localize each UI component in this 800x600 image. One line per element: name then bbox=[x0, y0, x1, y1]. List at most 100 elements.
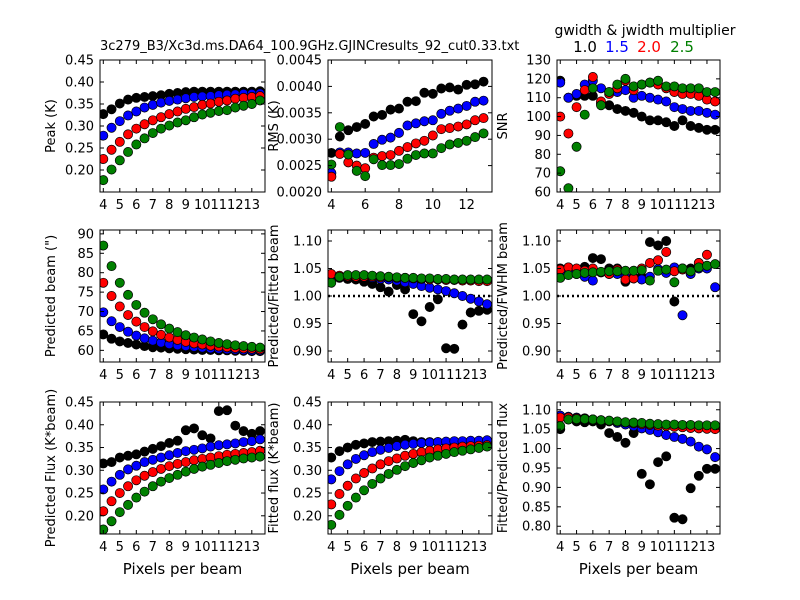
y-tick-label: 0.45 bbox=[65, 396, 94, 411]
y-tick-label: 70 bbox=[534, 167, 551, 182]
x-tick-label: 5 bbox=[572, 198, 580, 213]
data-point bbox=[114, 98, 125, 109]
x-tick-label: 9 bbox=[182, 198, 190, 213]
data-point bbox=[222, 105, 232, 116]
data-point bbox=[482, 299, 492, 310]
data-point bbox=[661, 247, 672, 257]
data-point bbox=[557, 77, 566, 88]
data-point bbox=[444, 139, 455, 150]
x-tick-label: 4 bbox=[327, 198, 335, 213]
data-point bbox=[416, 438, 427, 448]
data-point bbox=[106, 316, 117, 327]
data-point bbox=[416, 455, 427, 466]
x-tick-label: 6 bbox=[132, 198, 140, 213]
data-point bbox=[106, 164, 117, 175]
x-tick-label: 11 bbox=[666, 540, 683, 555]
data-point bbox=[106, 291, 117, 301]
data-point bbox=[139, 322, 150, 333]
data-point bbox=[139, 457, 150, 468]
data-point bbox=[685, 266, 696, 277]
data-point bbox=[123, 147, 134, 157]
y-tick-label: 65 bbox=[77, 324, 94, 339]
data-point bbox=[702, 107, 712, 118]
y-tick-label: 1.00 bbox=[522, 290, 551, 305]
data-point bbox=[180, 330, 191, 341]
x-tick-label: 12 bbox=[227, 540, 244, 555]
data-point bbox=[419, 135, 430, 146]
data-point bbox=[246, 436, 257, 447]
data-point bbox=[441, 448, 452, 459]
data-point bbox=[693, 122, 704, 133]
y-axis-label: Predicted Flux (K*beam) bbox=[44, 389, 59, 547]
data-point bbox=[172, 458, 183, 469]
data-point bbox=[478, 113, 489, 124]
y-axis-label: Predicted beam (") bbox=[44, 235, 59, 357]
series-2.5 bbox=[328, 270, 492, 288]
data-point bbox=[620, 274, 631, 285]
panel-predicted-fitted-beam: 4 5 6 7 8 9 10 11 12 13 0.90 0.95 1.00 1.05 1.10 Predic… bbox=[267, 224, 493, 383]
data-point bbox=[693, 262, 704, 273]
data-point bbox=[587, 253, 598, 263]
x-tick-label: 6 bbox=[132, 368, 140, 383]
data-point bbox=[465, 444, 476, 455]
data-point bbox=[383, 271, 394, 282]
legend: 1.0 1.5 2.0 2.5 bbox=[573, 38, 694, 56]
data-point bbox=[359, 485, 370, 496]
data-point bbox=[197, 461, 208, 472]
x-tick-label: 12 bbox=[682, 368, 699, 383]
y-tick-label: 80 bbox=[534, 148, 551, 163]
data-point bbox=[424, 273, 435, 284]
data-point bbox=[436, 124, 447, 135]
data-point bbox=[391, 464, 402, 475]
data-point bbox=[100, 524, 109, 534]
data-point bbox=[360, 118, 371, 129]
y-tick-label: 75 bbox=[77, 286, 94, 301]
data-point bbox=[693, 105, 704, 116]
data-point bbox=[246, 452, 257, 463]
legend-item-3: 2.5 bbox=[670, 38, 694, 56]
y-tick-label: 60 bbox=[77, 344, 94, 359]
data-point bbox=[131, 123, 142, 134]
data-point bbox=[123, 338, 134, 348]
data-point bbox=[189, 444, 199, 455]
y-tick-label: 0.30 bbox=[65, 464, 94, 479]
data-point bbox=[100, 154, 109, 164]
y-tick-label: 90 bbox=[534, 129, 551, 144]
series-2.0 bbox=[100, 445, 265, 517]
data-point bbox=[230, 420, 241, 431]
y-tick-label: 110 bbox=[526, 91, 551, 106]
data-point bbox=[470, 132, 481, 143]
data-point bbox=[563, 92, 574, 103]
legend-item-2: 2.0 bbox=[637, 38, 661, 56]
data-point bbox=[100, 484, 109, 495]
data-point bbox=[410, 138, 421, 149]
data-point bbox=[343, 125, 354, 136]
data-point bbox=[359, 468, 370, 478]
data-point bbox=[427, 130, 438, 141]
series-2.5 bbox=[100, 95, 265, 186]
data-point bbox=[156, 452, 166, 463]
data-point bbox=[213, 96, 224, 107]
data-point bbox=[197, 99, 208, 110]
panel-predicted-beam: 4 5 6 7 8 9 10 11 12 13 60 65 70 75 80 85 90 Predicted be… bbox=[44, 227, 266, 383]
y-tick-label: 1.00 bbox=[522, 442, 551, 457]
data-point bbox=[563, 270, 574, 281]
data-point bbox=[359, 438, 370, 449]
x-tick-label: 10 bbox=[425, 198, 442, 213]
data-point bbox=[255, 434, 265, 445]
data-point bbox=[367, 463, 378, 474]
x-tick-label: 8 bbox=[621, 540, 629, 555]
points-group bbox=[100, 240, 265, 357]
series-2.5 bbox=[557, 259, 720, 288]
y-tick-label: 1.00 bbox=[293, 290, 322, 305]
data-point bbox=[180, 446, 191, 457]
data-point bbox=[342, 459, 353, 470]
y-axis-label: Fitted flux (K*beam) bbox=[267, 402, 282, 533]
data-point bbox=[147, 128, 158, 138]
data-point bbox=[408, 458, 419, 468]
data-point bbox=[653, 255, 664, 266]
data-point bbox=[644, 77, 655, 88]
data-point bbox=[557, 421, 566, 432]
data-point bbox=[710, 463, 720, 474]
data-point bbox=[612, 266, 623, 277]
